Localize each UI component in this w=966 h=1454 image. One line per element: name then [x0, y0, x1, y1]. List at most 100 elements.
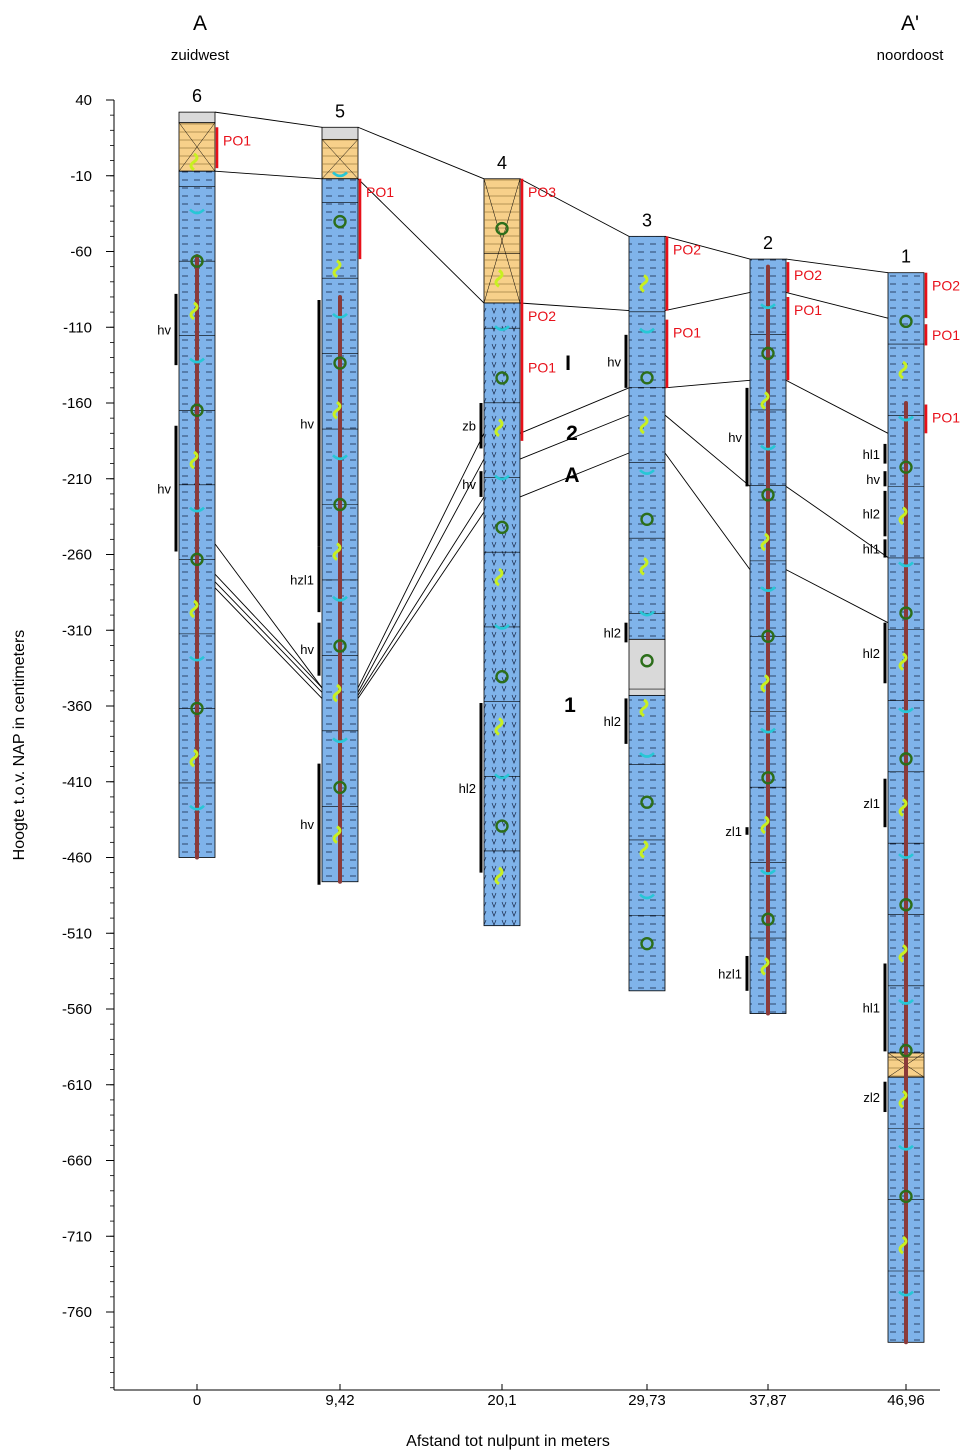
correlation-line — [785, 258, 889, 274]
snail-shell-icon — [640, 795, 654, 809]
mussel-shell-icon — [760, 444, 776, 451]
y-axis-title: Hoogte t.o.v. NAP in centimeters — [11, 630, 28, 861]
worm-burrow-icon — [494, 717, 504, 736]
layer-code-label: hv — [157, 323, 171, 338]
po-label: PO3 — [528, 184, 556, 200]
worm-burrow-icon — [189, 450, 199, 470]
unit-missing — [321, 126, 359, 140]
borehole-number: 6 — [192, 86, 202, 106]
layer-code-label: hv — [300, 416, 314, 431]
worm-burrow-icon — [639, 840, 649, 859]
y-tick-label: -460 — [62, 850, 92, 867]
worm-burrow-icon — [332, 542, 342, 561]
x-tick-label: 29,73 — [628, 1392, 666, 1409]
mussel-shell-icon — [898, 853, 914, 859]
layer-code-label: zl1 — [863, 796, 880, 811]
correlation-line — [664, 235, 751, 260]
snail-shell-icon — [495, 371, 509, 385]
snail-shell-icon — [495, 670, 509, 684]
snail-shell-icon — [495, 520, 509, 535]
layer-code-label: zb — [462, 419, 476, 434]
section-start-label: A — [193, 12, 207, 35]
snail-shell-icon — [761, 771, 775, 785]
correlation-line — [785, 379, 889, 434]
mussel-shell-icon — [898, 1144, 914, 1151]
mussel-shell-icon — [760, 303, 776, 310]
peat-cross — [321, 139, 359, 179]
mussel-shell-icon — [332, 737, 348, 744]
unit-missing — [178, 111, 216, 124]
po-label: PO2 — [528, 308, 556, 324]
snail-shell-icon — [899, 314, 913, 329]
mussel-shell-icon — [332, 454, 348, 461]
layer-code-label: hv — [866, 472, 880, 487]
mussel-shell-icon — [332, 171, 348, 178]
unit-hatch — [484, 303, 520, 926]
y-tick-label: -510 — [62, 925, 92, 942]
worm-burrow-icon — [332, 683, 342, 703]
po-label: PO2 — [794, 267, 822, 283]
y-tick-label: -610 — [62, 1077, 92, 1094]
mussel-shell-icon — [639, 610, 655, 617]
worm-burrow-icon — [332, 259, 342, 278]
borehole-columns: 6PO1hvhv5PO1hvhzl1hvhv4PO3PO2PO1zbhvhl23… — [157, 86, 960, 1345]
layer-code-label: zl1 — [725, 824, 742, 839]
snail-shell-icon — [333, 356, 347, 370]
section-start-direction: zuidwest — [171, 47, 230, 64]
mussel-shell-icon — [639, 893, 655, 900]
y-tick-label: -60 — [70, 244, 92, 261]
correlation-line — [785, 291, 889, 319]
correlation-line — [785, 485, 889, 558]
mussel-shell-icon — [189, 804, 205, 811]
correlation-line — [357, 511, 485, 699]
y-tick-label: -560 — [62, 1001, 92, 1018]
snail-shell-icon — [190, 254, 204, 268]
correlation-line — [214, 587, 323, 699]
worm-burrow-icon — [494, 418, 504, 437]
worm-burrow-icon — [760, 674, 770, 693]
section-end-label: A' — [901, 12, 919, 35]
worm-burrow-icon — [898, 944, 908, 963]
snail-shell-icon — [333, 639, 347, 653]
y-tick-label: -160 — [62, 395, 92, 412]
worm-burrow-icon — [189, 748, 199, 768]
layer-code-label: hv — [300, 642, 314, 657]
x-axis-ticks: 0 9,42 20,1 29,73 37,87 46,96 — [193, 1384, 925, 1409]
worm-burrow-icon — [898, 652, 908, 671]
peat-cross — [178, 122, 216, 172]
correlation-line — [785, 569, 889, 624]
snail-shell-icon — [640, 936, 654, 951]
worm-burrow-icon — [639, 274, 649, 293]
layer-code-label: hl2 — [604, 714, 621, 729]
layer-code-label: hl2 — [863, 507, 880, 522]
snail-shell-icon — [495, 221, 509, 236]
x-tick-label: 46,96 — [887, 1392, 925, 1409]
correlation-line — [519, 302, 630, 312]
y-tick-label: -660 — [62, 1153, 92, 1170]
layer-code-label: hv — [157, 482, 171, 497]
layer-code-label: hl1 — [863, 1000, 880, 1015]
correlation-line — [357, 458, 485, 693]
unit-label-A: A — [564, 464, 579, 487]
borehole-number: 4 — [497, 153, 507, 173]
y-tick-label: -210 — [62, 471, 92, 488]
y-tick-label: -110 — [63, 319, 92, 336]
layer-code-label: hv — [300, 817, 314, 832]
x-tick-label: 37,87 — [749, 1392, 787, 1409]
correlation-lines — [214, 111, 889, 699]
y-axis-ticks: 40 -10 -60 -110 -160 -210 -260 -310 -360 -410 -460… — [62, 92, 114, 1389]
snail-shell-icon — [899, 1189, 913, 1204]
correlation-line — [214, 170, 323, 180]
snail-shell-icon — [190, 552, 204, 567]
snail-shell-icon — [640, 654, 654, 668]
mussel-shell-icon — [494, 623, 510, 630]
mussel-shell-icon — [332, 595, 348, 602]
unit-label-1: 1 — [564, 694, 576, 717]
layer-code-label: hl2 — [863, 646, 880, 661]
worm-burrow-icon — [760, 532, 770, 552]
worm-burrow-icon — [189, 301, 199, 321]
po-label: PO1 — [528, 360, 556, 376]
layer-code-label: hzl1 — [718, 966, 742, 981]
correlation-line — [664, 414, 751, 487]
y-tick-label: -360 — [62, 698, 92, 715]
